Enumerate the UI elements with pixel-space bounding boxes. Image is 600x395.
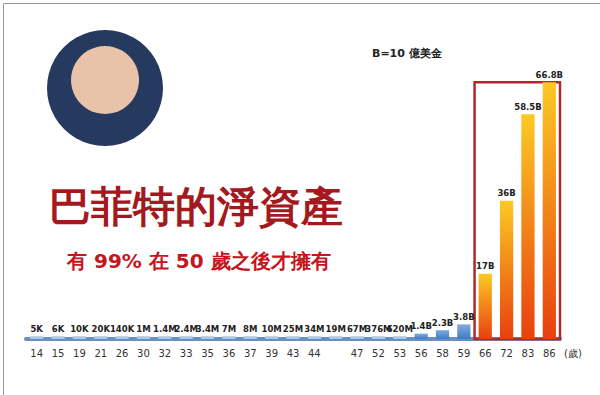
svg-text:37: 37 <box>244 348 257 359</box>
svg-text:58: 58 <box>436 348 449 359</box>
svg-text:52: 52 <box>372 348 385 359</box>
svg-text:86: 86 <box>543 348 556 359</box>
svg-text:B=10 億美金: B=10 億美金 <box>372 47 443 60</box>
svg-text:10K: 10K <box>70 324 89 334</box>
svg-text:33: 33 <box>180 348 193 359</box>
svg-text:2.3B: 2.3B <box>432 318 454 328</box>
svg-text:32: 32 <box>158 348 171 359</box>
svg-text:30: 30 <box>137 348 150 359</box>
svg-text:26: 26 <box>116 348 129 359</box>
svg-text:1.4M: 1.4M <box>153 324 177 334</box>
svg-text:1.4B: 1.4B <box>410 321 432 331</box>
svg-text:7M: 7M <box>222 324 236 334</box>
svg-text:2.4M: 2.4M <box>174 324 198 334</box>
svg-text:15: 15 <box>52 348 65 359</box>
svg-text:5K: 5K <box>30 324 43 334</box>
svg-text:3.4M: 3.4M <box>196 324 220 334</box>
svg-text:43: 43 <box>287 348 300 359</box>
svg-text:56: 56 <box>415 348 428 359</box>
svg-text:34M: 34M <box>304 324 324 334</box>
svg-text:3.8B: 3.8B <box>453 312 475 322</box>
svg-text:376M: 376M <box>365 323 392 334</box>
svg-text:20K: 20K <box>92 324 111 334</box>
svg-text:25M: 25M <box>283 324 303 334</box>
svg-text:6K: 6K <box>52 324 65 334</box>
svg-text:19M: 19M <box>326 324 346 334</box>
svg-text:72: 72 <box>500 348 513 359</box>
svg-text:8M: 8M <box>243 324 257 334</box>
svg-text:47: 47 <box>351 348 364 359</box>
svg-text:67M: 67M <box>347 324 367 334</box>
svg-text:有 99% 在 50 歲之後才擁有: 有 99% 在 50 歲之後才擁有 <box>66 249 331 273</box>
svg-text:21: 21 <box>94 348 107 359</box>
svg-text:14: 14 <box>30 348 43 359</box>
svg-text:620M: 620M <box>387 324 413 334</box>
svg-text:1M: 1M <box>136 324 150 334</box>
svg-text:44: 44 <box>308 348 321 359</box>
svg-text:19: 19 <box>73 348 86 359</box>
svg-text:39: 39 <box>265 348 278 359</box>
svg-text:36B: 36B <box>497 188 515 198</box>
svg-text:83: 83 <box>522 348 535 359</box>
svg-text:53: 53 <box>393 348 406 359</box>
svg-text:66.8B: 66.8B <box>536 70 563 80</box>
svg-text:巴菲特的淨資產: 巴菲特的淨資產 <box>49 182 343 231</box>
svg-text:59: 59 <box>458 348 471 359</box>
svg-text:140K: 140K <box>110 324 135 334</box>
svg-text:66: 66 <box>479 348 492 359</box>
svg-text:35: 35 <box>201 348 214 359</box>
svg-text:10M: 10M <box>261 324 281 334</box>
svg-text:36: 36 <box>223 348 236 359</box>
svg-text:58.5B: 58.5B <box>514 102 541 112</box>
svg-text:(歲): (歲) <box>564 348 582 359</box>
svg-text:17B: 17B <box>476 261 494 271</box>
